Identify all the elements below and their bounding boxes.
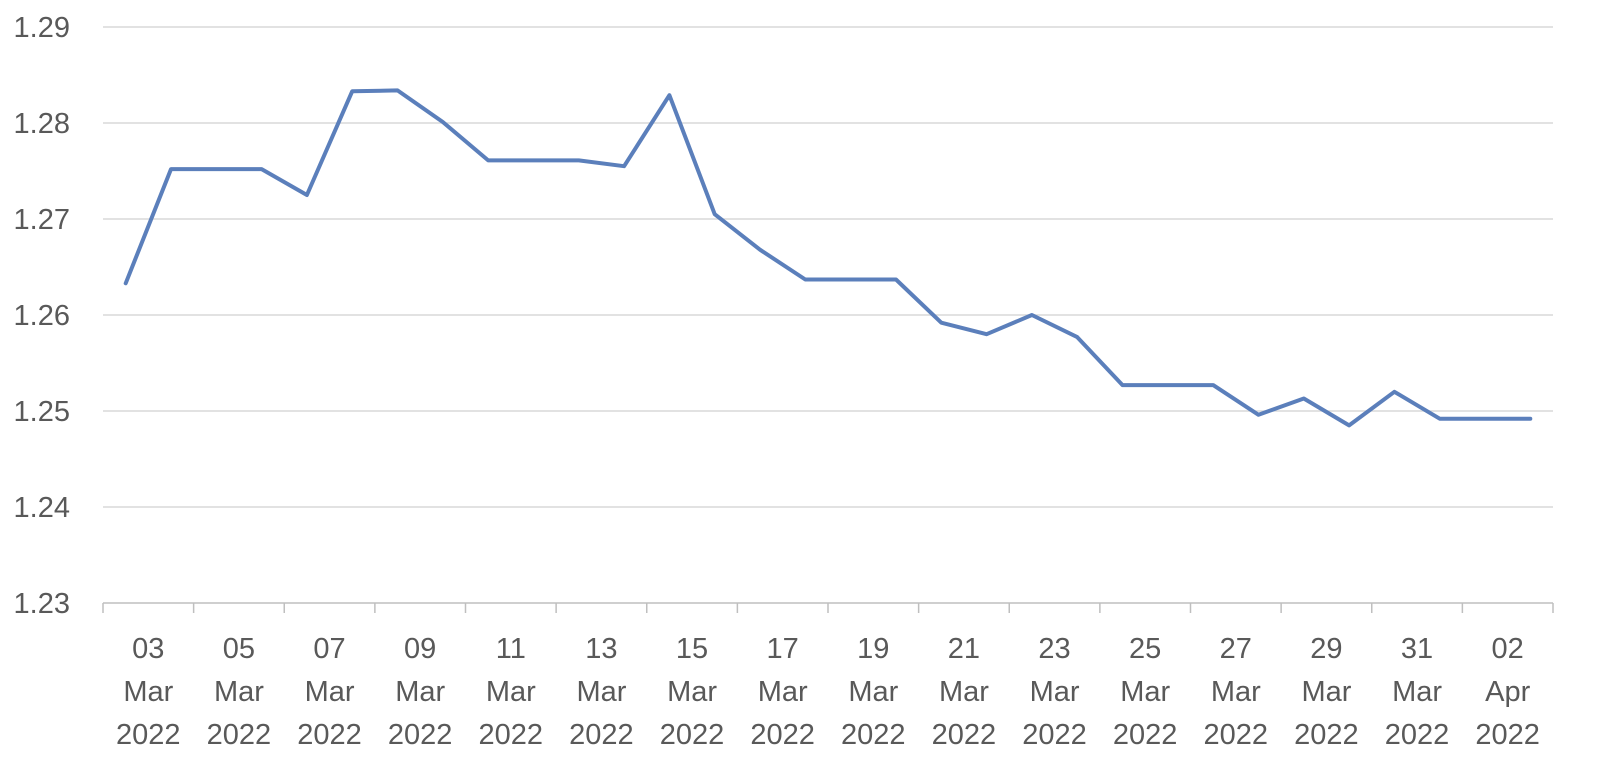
x-tick-label-line: Mar xyxy=(758,676,808,708)
x-tick-label: 03 Mar 2022 xyxy=(116,633,181,751)
x-tick-label-line: Mar xyxy=(123,676,173,708)
x-tick-label-line: 2022 xyxy=(660,719,725,751)
x-tick-label-line: 2022 xyxy=(479,719,544,751)
x-axis-labels: 03 Mar 2022 05 Mar 2022 07 Mar 2022 09 Mar 2022 11 Ma… xyxy=(116,633,1540,751)
x-tick-label-line: 2022 xyxy=(1475,719,1540,751)
x-tick-label: 09 Mar 2022 xyxy=(388,633,453,751)
x-tick-label: 17 Mar 2022 xyxy=(750,633,815,751)
x-tick-label-line: 2022 xyxy=(1204,719,1269,751)
x-tick-label-line: 29 xyxy=(1310,633,1342,665)
y-tick-label: 1.24 xyxy=(14,492,70,524)
x-tick-label-line: 15 xyxy=(676,633,708,665)
x-tick-label-line: 03 xyxy=(132,633,164,665)
x-tick-label-line: Mar xyxy=(1211,676,1261,708)
y-tick-label: 1.28 xyxy=(14,108,70,140)
x-tick-label-line: 31 xyxy=(1401,633,1433,665)
series-line-0 xyxy=(123,88,1533,428)
x-axis-ticks xyxy=(102,602,1554,613)
x-tick-label-line: Mar xyxy=(1301,676,1351,708)
x-tick-label: 31 Mar 2022 xyxy=(1385,633,1450,751)
x-tick-label-line: 27 xyxy=(1220,633,1252,665)
y-tick-label: 1.25 xyxy=(14,396,70,428)
x-tick-label-line: 23 xyxy=(1038,633,1070,665)
series-group xyxy=(123,88,1533,428)
x-tick-label-line: Mar xyxy=(848,676,898,708)
x-tick-label: 15 Mar 2022 xyxy=(660,633,725,751)
x-tick-label-line: Mar xyxy=(667,676,717,708)
x-tick-label: 11 Mar 2022 xyxy=(479,633,544,751)
x-tick-label-line: 19 xyxy=(857,633,889,665)
x-tick-label-line: 2022 xyxy=(297,719,362,751)
x-tick-label-line: Mar xyxy=(576,676,626,708)
x-tick-label-line: 2022 xyxy=(1113,719,1178,751)
y-axis-labels: 1.23 1.24 1.25 1.26 1.27 1.28 1.29 xyxy=(14,12,70,620)
x-tick-label-line: 2022 xyxy=(569,719,634,751)
x-tick-label-line: 09 xyxy=(404,633,436,665)
x-tick-label: 13 Mar 2022 xyxy=(569,633,634,751)
x-tick-label: 29 Mar 2022 xyxy=(1294,633,1359,751)
x-tick-label: 19 Mar 2022 xyxy=(841,633,906,751)
x-tick-label: 21 Mar 2022 xyxy=(932,633,997,751)
x-tick-label-line: Mar xyxy=(395,676,445,708)
x-tick-label-line: 2022 xyxy=(932,719,997,751)
x-tick-label-line: 21 xyxy=(948,633,980,665)
x-tick-label-line: 2022 xyxy=(207,719,272,751)
x-tick-label-line: 07 xyxy=(313,633,345,665)
x-tick-label-line: 2022 xyxy=(841,719,906,751)
x-tick-label-line: 2022 xyxy=(388,719,453,751)
x-tick-label-line: Mar xyxy=(939,676,989,708)
x-tick-label-line: 2022 xyxy=(116,719,181,751)
x-tick-label-line: 05 xyxy=(223,633,255,665)
x-tick-label: 02 Apr 2022 xyxy=(1475,633,1540,751)
x-tick-label-line: Mar xyxy=(486,676,536,708)
x-tick-label-line: 17 xyxy=(767,633,799,665)
x-tick-label-line: 2022 xyxy=(1022,719,1087,751)
x-tick-label: 27 Mar 2022 xyxy=(1204,633,1269,751)
x-tick-label-line: 2022 xyxy=(750,719,815,751)
x-tick-label-line: Mar xyxy=(1030,676,1080,708)
grid-lines xyxy=(103,26,1553,508)
x-tick-label: 05 Mar 2022 xyxy=(207,633,272,751)
x-tick-label-line: 02 xyxy=(1492,633,1524,665)
y-tick-label: 1.29 xyxy=(14,12,70,44)
x-tick-label-line: Mar xyxy=(214,676,264,708)
x-tick-label-line: Mar xyxy=(1392,676,1442,708)
y-tick-label: 1.27 xyxy=(14,204,70,236)
x-tick-label-line: 2022 xyxy=(1385,719,1450,751)
x-tick-label: 23 Mar 2022 xyxy=(1022,633,1087,751)
x-tick-label: 07 Mar 2022 xyxy=(297,633,362,751)
x-tick-label-line: 25 xyxy=(1129,633,1161,665)
x-tick-label-line: 11 xyxy=(496,633,526,665)
x-tick-label-line: Mar xyxy=(305,676,355,708)
y-tick-label: 1.23 xyxy=(14,588,70,620)
x-tick-label-line: 2022 xyxy=(1294,719,1359,751)
x-tick-label-line: Mar xyxy=(1120,676,1170,708)
x-tick-label-line: 13 xyxy=(585,633,617,665)
y-tick-label: 1.26 xyxy=(14,300,70,332)
x-tick-label-line: Apr xyxy=(1485,676,1530,708)
x-tick-label: 25 Mar 2022 xyxy=(1113,633,1178,751)
